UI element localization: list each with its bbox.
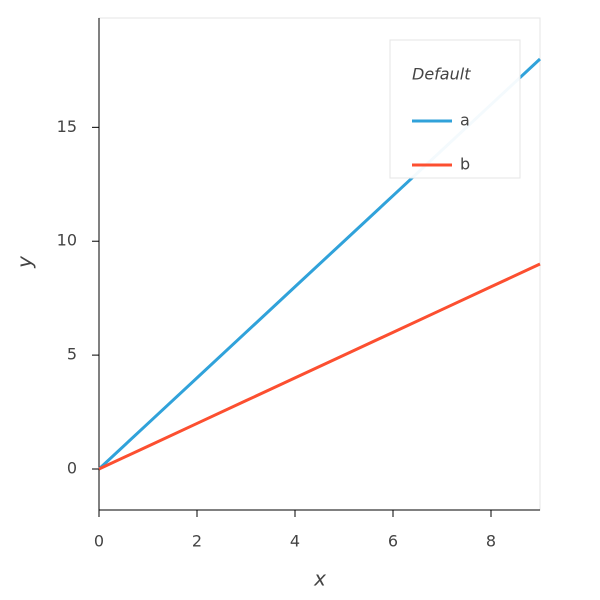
x-tick-label: 8 [486, 532, 496, 551]
legend-title: Default [412, 65, 471, 84]
y-tick-label: 0 [67, 459, 77, 478]
y-tick-label: 5 [67, 345, 77, 364]
y-tick-label: 15 [57, 117, 77, 136]
x-axis-title: x [313, 567, 326, 591]
x-tick-label: 4 [290, 532, 300, 551]
legend-box [389, 39, 521, 179]
x-tick-label: 0 [94, 532, 104, 551]
x-tick-label: 2 [192, 532, 202, 551]
x-tick-label: 6 [388, 532, 398, 551]
legend-label: a [460, 111, 470, 130]
legend-label: b [460, 155, 470, 174]
y-axis-title: y [13, 255, 37, 269]
y-tick-label: 10 [57, 231, 77, 250]
line-series [98, 262, 541, 471]
